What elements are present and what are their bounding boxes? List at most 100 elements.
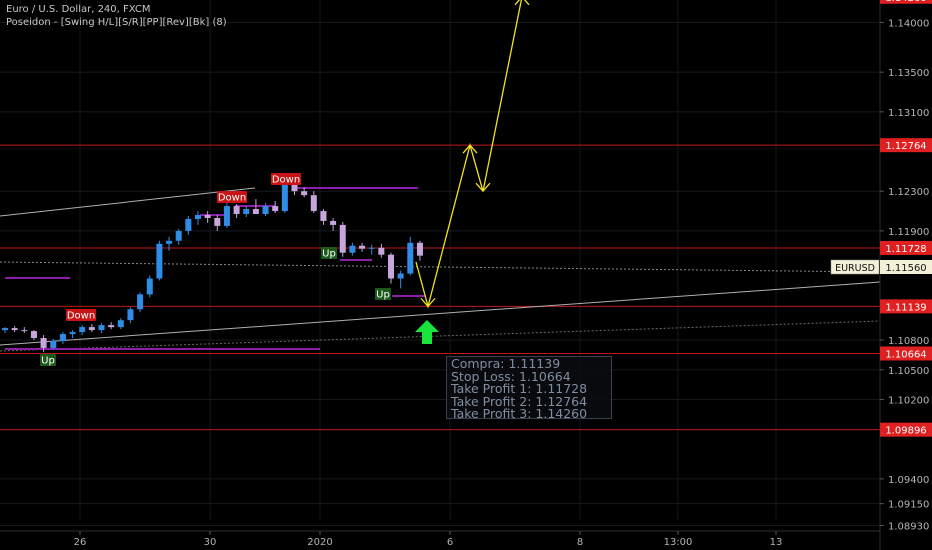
- projection-arrowhead: [462, 144, 478, 154]
- candle: [137, 292, 144, 313]
- candle: [21, 327, 28, 334]
- candle-body: [368, 247, 375, 249]
- time-axis[interactable]: 26 30 2020 6 8 13:00 13: [0, 530, 880, 548]
- candle-body: [117, 320, 124, 328]
- candle-body: [156, 243, 163, 279]
- candle-body: [40, 338, 47, 348]
- price-axis[interactable]: 1.14000 1.13500 1.13100 1.12300 1.11900 1.108…: [830, 0, 932, 550]
- up-signal-badge: [321, 247, 337, 259]
- candle-body: [272, 206, 279, 212]
- candle-body: [407, 242, 414, 274]
- projection-arrowhead: [514, 0, 530, 6]
- level-price-tag-text: 1.11728: [885, 244, 926, 255]
- candle: [310, 191, 317, 214]
- candle: [281, 181, 288, 214]
- candle: [349, 242, 356, 256]
- level-price-tag: [880, 422, 932, 437]
- price-tick-label: 1.13100: [888, 108, 929, 119]
- candle-body: [108, 325, 115, 328]
- level-price-tag-text: 1.12764: [885, 141, 926, 152]
- entry-line: Compra: 1.11139: [451, 356, 561, 371]
- level-price-tag: [880, 240, 932, 255]
- candlestick-series: [2, 178, 423, 352]
- price-tick-label: 1.13500: [888, 68, 929, 79]
- candle-body: [127, 309, 134, 321]
- swing-signal-labels: Down Down Down Up Up Up: [40, 173, 391, 367]
- candle: [416, 240, 423, 261]
- down-signal-badge: [271, 173, 301, 185]
- candle-body: [88, 327, 95, 331]
- time-tick-label: 13:00: [664, 537, 693, 548]
- candle: [243, 206, 250, 217]
- signal-label-text: Up: [376, 290, 390, 301]
- time-tick-label: 8: [577, 537, 583, 548]
- candle-body: [166, 240, 173, 244]
- lower-trend-line: [0, 281, 881, 346]
- down-signal-badge: [66, 309, 96, 321]
- level-price-tag-text: 1.11139: [885, 302, 926, 313]
- candle: [262, 203, 269, 216]
- candle: [2, 327, 8, 334]
- candle-body: [69, 332, 76, 335]
- take-profit-2-line: Take Profit 2: 1.12764: [451, 393, 588, 409]
- candle-body: [262, 206, 269, 215]
- current-price-tag: [880, 260, 932, 274]
- chart-grid: [0, 0, 880, 527]
- level-price-tag-text: 1.09896: [885, 426, 926, 437]
- candle: [30, 330, 37, 340]
- up-signal-badge: [375, 288, 391, 300]
- candle-body: [21, 330, 28, 332]
- take-profit-3-line: Take Profit 3: 1.14260: [451, 406, 588, 421]
- time-tick-label: 13: [770, 537, 783, 548]
- candle: [50, 339, 57, 350]
- price-tick-label: 1.11900: [888, 227, 929, 238]
- candle-body: [252, 209, 259, 215]
- lower-channel-line: [0, 320, 881, 352]
- candle: [272, 201, 279, 214]
- candle: [79, 325, 86, 336]
- candle-body: [98, 325, 105, 331]
- candle: [233, 204, 240, 218]
- price-tick-label: 1.10500: [888, 366, 929, 377]
- level-price-tag: [880, 138, 932, 153]
- candle-body: [301, 191, 308, 196]
- candle-body: [30, 331, 37, 339]
- price-tick-label: 1.12300: [888, 187, 929, 198]
- signal-label-text: Up: [41, 356, 55, 367]
- upper-trend-line: [0, 187, 256, 217]
- candle-body: [416, 242, 423, 256]
- candle-body: [243, 209, 250, 215]
- candle-body: [291, 184, 298, 192]
- signal-label-text: Down: [218, 193, 246, 204]
- indicator-title[interactable]: Poseidon - [Swing H/L][S/R][PP][Rev][Bk]…: [6, 17, 227, 28]
- time-tick-label: 26: [74, 537, 87, 548]
- candle-body: [146, 278, 153, 295]
- candle: [40, 335, 47, 352]
- symbol-tag: [830, 259, 880, 275]
- time-tick-label: 30: [204, 537, 217, 548]
- candle-body: [320, 211, 327, 221]
- candle: [195, 211, 201, 225]
- candle: [339, 221, 346, 257]
- down-signal-badge: [217, 191, 247, 203]
- candle: [330, 217, 337, 231]
- candle-body: [388, 254, 394, 279]
- take-profit-1-line: Take Profit 1: 1.11728: [451, 381, 588, 396]
- candle-body: [175, 230, 182, 241]
- support-resistance-levels: [0, 144, 880, 431]
- candle: [320, 209, 327, 225]
- buy-arrow-icon: [415, 320, 439, 344]
- trade-info-box: Compra: 1.11139 Stop Loss: 1.10664 Take …: [446, 356, 612, 421]
- candle: [98, 323, 105, 334]
- signal-label-text: Up: [322, 249, 336, 260]
- candle: [156, 240, 163, 281]
- projection-arrowhead: [420, 297, 436, 308]
- symbol-tag-text: EURUSD: [835, 263, 875, 274]
- candle-body: [281, 184, 288, 212]
- time-tick-label: 2020: [307, 537, 332, 548]
- indicator-lines: [0, 187, 881, 352]
- candle-body: [204, 215, 211, 218]
- candle: [388, 252, 394, 284]
- candle: [359, 242, 366, 252]
